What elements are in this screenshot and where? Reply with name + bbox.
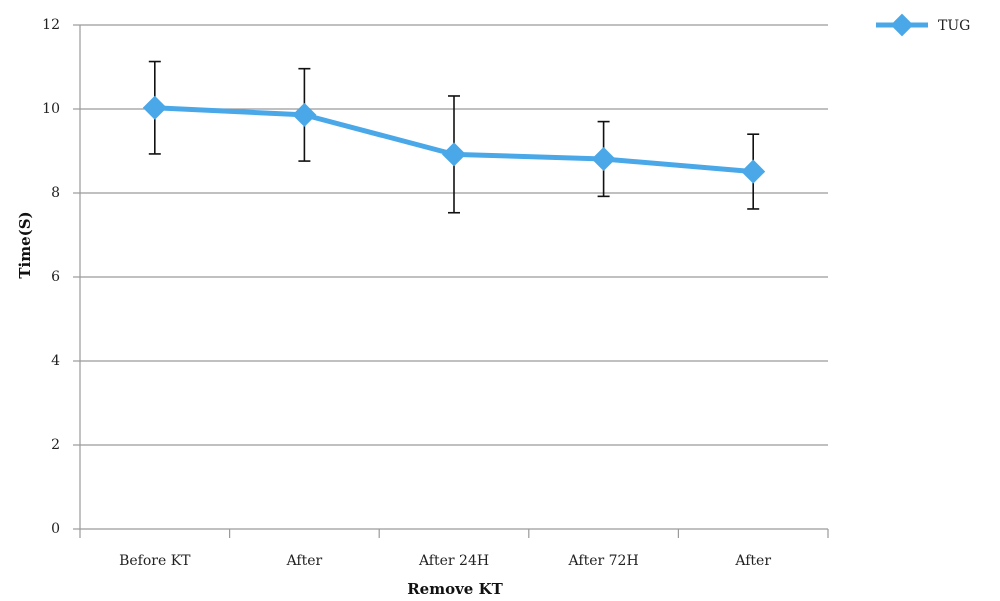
y-tick-label: 6 bbox=[51, 269, 60, 285]
legend: TUG bbox=[876, 13, 970, 37]
y-tick-label: 8 bbox=[51, 185, 60, 201]
data-point-marker bbox=[441, 142, 467, 167]
data-point-marker bbox=[591, 146, 616, 172]
error-bars bbox=[148, 60, 760, 214]
data-point-marker bbox=[741, 159, 766, 184]
legend-marker bbox=[890, 13, 914, 37]
y-tick-label: 0 bbox=[51, 521, 60, 537]
x-tick-label: After bbox=[734, 553, 771, 569]
axes bbox=[79, 25, 829, 538]
data-point-marker bbox=[142, 95, 167, 120]
data-point-marker bbox=[292, 102, 317, 127]
y-gridlines bbox=[73, 24, 828, 530]
x-tick-label: After bbox=[286, 553, 323, 569]
y-axis-title: Time(S) bbox=[16, 211, 34, 278]
x-tick-label: After 72H bbox=[568, 553, 639, 569]
legend-label: TUG bbox=[938, 18, 970, 34]
x-axis-title: Remove KT bbox=[407, 580, 503, 598]
y-tick-labels: 0 2 4 6 8 10 12 bbox=[42, 17, 60, 537]
y-tick-label: 2 bbox=[51, 437, 60, 453]
y-tick-label: 10 bbox=[42, 101, 60, 117]
x-tick-label: After 24H bbox=[418, 553, 489, 569]
y-tick-label: 12 bbox=[42, 17, 60, 33]
y-tick-label: 4 bbox=[51, 353, 60, 369]
x-tick-label: Before KT bbox=[119, 553, 191, 569]
x-tick-labels: Before KT After After 24H After 72H After bbox=[119, 553, 771, 569]
